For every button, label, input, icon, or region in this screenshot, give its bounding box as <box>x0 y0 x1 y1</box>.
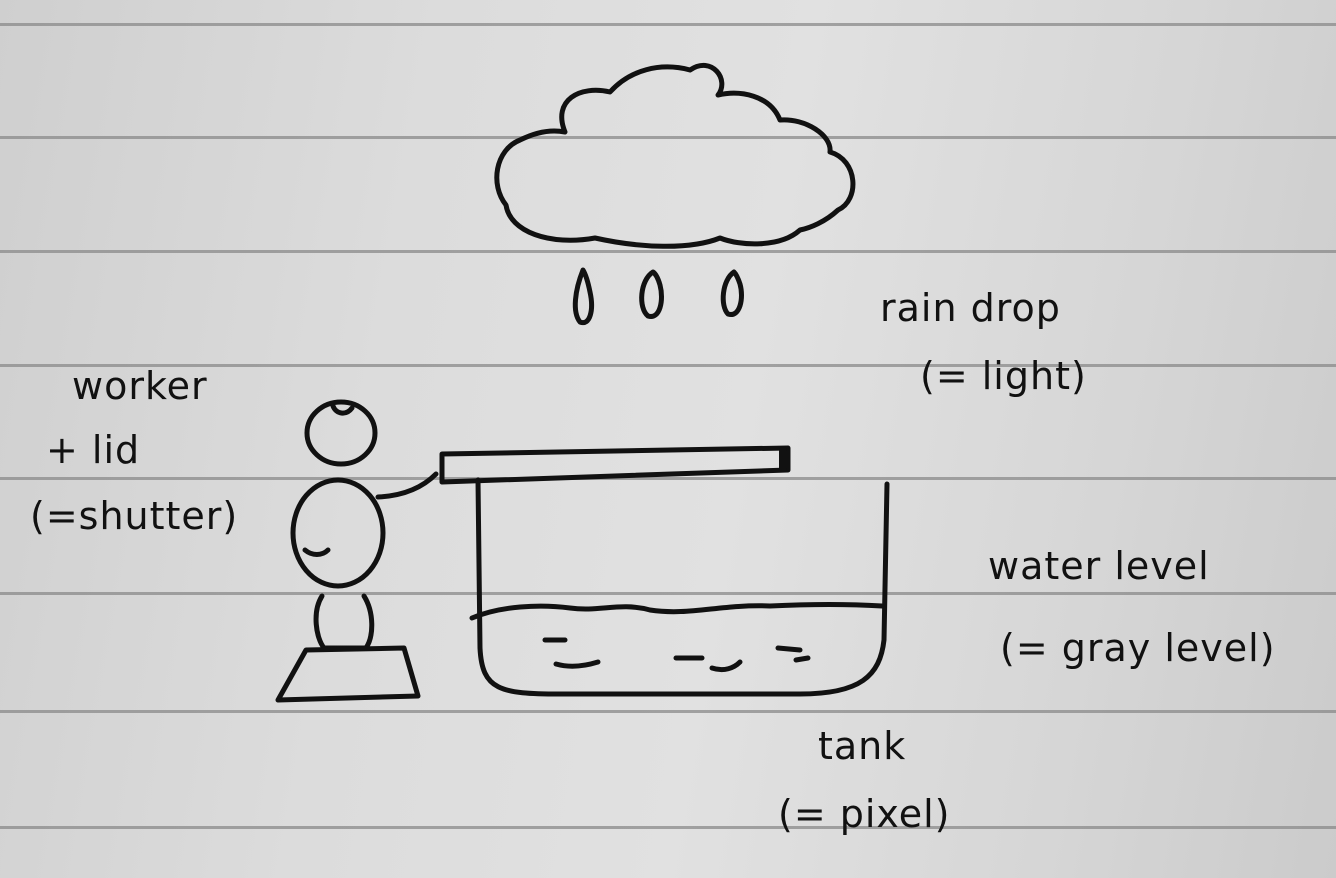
worker-head-stroke <box>330 403 355 416</box>
rule-line <box>0 250 1336 253</box>
rule-line <box>0 364 1336 367</box>
water-ripple-stroke <box>553 659 601 669</box>
rule-line <box>0 23 1336 26</box>
water-ripple-stroke <box>709 659 743 673</box>
rain-drop-label: rain drop <box>880 286 1061 330</box>
water-level-label: water level <box>988 544 1210 588</box>
rule-line <box>0 826 1336 829</box>
rule-line <box>0 710 1336 713</box>
worker-belt-stroke <box>302 547 331 557</box>
tank-meaning-label: (= pixel) <box>778 792 951 836</box>
water-surface-sketch <box>469 602 885 621</box>
worker-legs-sketch <box>313 593 375 651</box>
worker-label: worker <box>72 364 208 408</box>
rain-drop-sketch <box>572 267 595 326</box>
water-ripple-stroke <box>775 645 803 653</box>
rain-drop-sketch <box>720 269 744 317</box>
tank-sketch <box>475 477 890 697</box>
rule-line <box>0 136 1336 139</box>
rule-line <box>0 592 1336 595</box>
rain-drop-meaning-label: (= light) <box>920 354 1087 398</box>
rain-drop-sketch <box>639 269 664 319</box>
rule-line <box>0 477 1336 480</box>
lid-sketch <box>439 445 791 485</box>
worker-lid-label: + lid <box>46 428 141 472</box>
worker-stand-sketch <box>275 645 421 703</box>
tank-label: tank <box>818 724 907 768</box>
cloud-sketch <box>494 62 856 249</box>
water-ripple-stroke <box>793 655 811 663</box>
worker-meaning-label: (=shutter) <box>30 494 239 538</box>
worker-head-sketch <box>304 399 378 467</box>
water-level-meaning-label: (= gray level) <box>1000 626 1276 670</box>
worker-body-sketch <box>290 477 386 589</box>
worker-arm-sketch <box>375 471 439 500</box>
